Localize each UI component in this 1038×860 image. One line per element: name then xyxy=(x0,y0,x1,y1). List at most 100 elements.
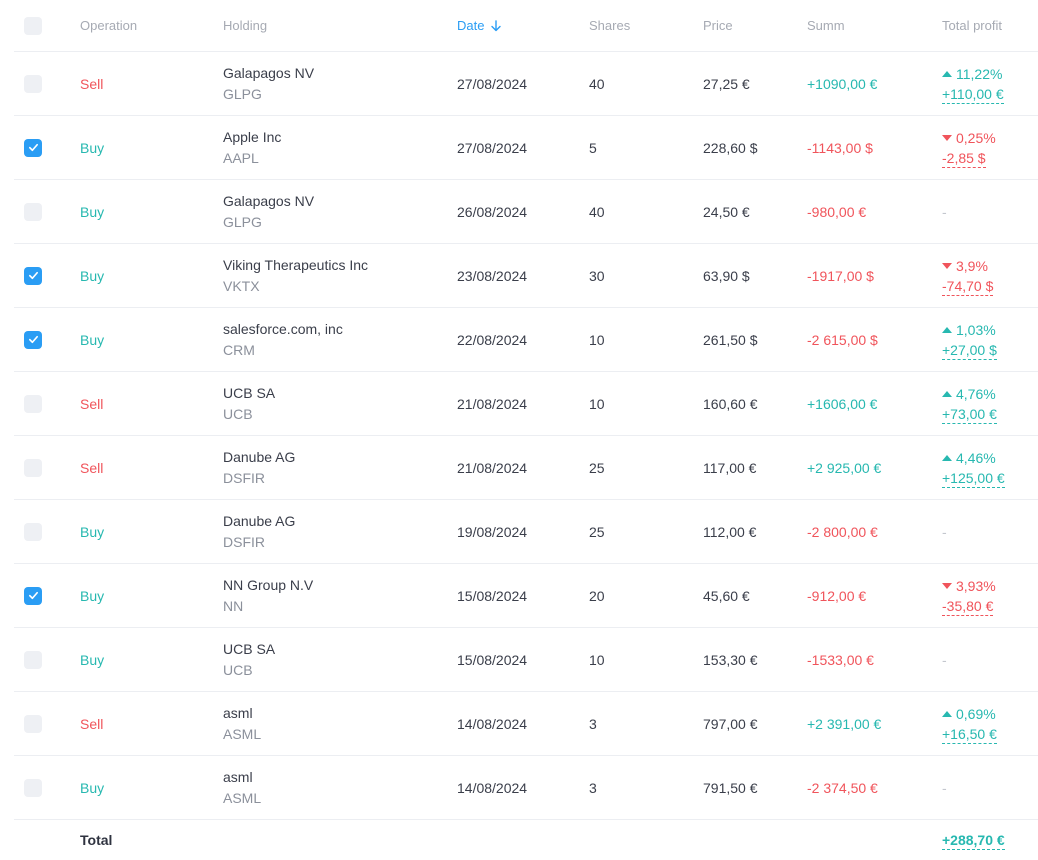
table-row[interactable]: Buy Danube AG DSFIR 19/08/2024 25 112,00 € -2 … xyxy=(14,500,1038,564)
profit-cell: 11,22% +110,00 € xyxy=(942,64,1004,104)
holding-name[interactable]: NN Group N.V xyxy=(223,576,314,593)
total-row: Total +288,70 € xyxy=(14,820,1038,860)
row-select-cell xyxy=(24,692,44,755)
total-profit-cell: 0,25% -2,85 $ xyxy=(942,116,996,179)
total-profit-cell: 0,69% +16,50 € xyxy=(942,692,997,755)
total-profit-value[interactable]: +288,70 € xyxy=(942,831,1005,850)
row-checkbox[interactable] xyxy=(24,266,42,285)
holding-name[interactable]: UCB SA xyxy=(223,384,276,401)
holding-name[interactable]: Danube AG xyxy=(223,448,296,465)
profit-percent: 0,25% xyxy=(942,128,996,149)
header-select-all-cell xyxy=(24,0,44,51)
table-row[interactable]: Buy Apple Inc AAPL 27/08/2024 5 228,60 $ -1143… xyxy=(14,116,1038,180)
header-shares[interactable]: Shares xyxy=(589,18,631,33)
total-profit-cell: 3,93% -35,80 € xyxy=(942,564,996,627)
shares-value: 30 xyxy=(589,267,605,284)
row-checkbox[interactable] xyxy=(24,714,42,733)
shares-value: 3 xyxy=(589,715,597,732)
summ-value: -2 800,00 € xyxy=(807,523,878,540)
operation-value: Buy xyxy=(80,651,105,668)
header-summ[interactable]: Summ xyxy=(807,18,845,33)
holding-name[interactable]: Galapagos NV xyxy=(223,64,315,81)
operation-value: Sell xyxy=(80,459,104,476)
holding-name[interactable]: Danube AG xyxy=(223,512,296,529)
profit-cell: 1,03% +27,00 $ xyxy=(942,320,997,360)
table-row[interactable]: Sell asml ASML 14/08/2024 3 797,00 € +2 391,00… xyxy=(14,692,1038,756)
profit-amount[interactable]: +27,00 $ xyxy=(942,341,997,360)
header-date[interactable]: Date xyxy=(457,0,502,51)
row-checkbox[interactable] xyxy=(24,138,42,157)
table-row[interactable]: Sell UCB SA UCB 21/08/2024 10 160,60 € +1606,0… xyxy=(14,372,1038,436)
operation-value: Buy xyxy=(80,587,105,604)
header-total-profit[interactable]: Total profit xyxy=(942,18,1002,33)
header-price[interactable]: Price xyxy=(703,18,733,33)
total-profit-cell: 1,03% +27,00 $ xyxy=(942,308,997,371)
triangle-up-icon xyxy=(942,327,952,333)
triangle-up-icon xyxy=(942,455,952,461)
operation-value: Sell xyxy=(80,395,104,412)
table-header: Operation Holding Date Shares Price Summ… xyxy=(14,0,1038,52)
row-select-cell xyxy=(24,564,44,627)
table-row[interactable]: Buy UCB SA UCB 15/08/2024 10 153,30 € -1533,00… xyxy=(14,628,1038,692)
row-checkbox[interactable] xyxy=(24,202,42,221)
price-value: 153,30 € xyxy=(703,651,758,668)
table-row[interactable]: Buy asml ASML 14/08/2024 3 791,50 € -2 374,50 … xyxy=(14,756,1038,820)
profit-cell: 0,25% -2,85 $ xyxy=(942,128,996,168)
profit-cell: 0,69% +16,50 € xyxy=(942,704,997,744)
row-select-cell xyxy=(24,436,44,499)
holding-cell: Viking Therapeutics Inc VKTX xyxy=(223,244,368,307)
operation-value: Buy xyxy=(80,779,105,796)
profit-amount[interactable]: +73,00 € xyxy=(942,405,997,424)
holding-name[interactable]: Apple Inc xyxy=(223,128,282,145)
profit-amount[interactable]: -74,70 $ xyxy=(942,277,994,296)
date-value: 19/08/2024 xyxy=(457,523,528,540)
holding-name[interactable]: Galapagos NV xyxy=(223,192,315,209)
profit-empty: - xyxy=(942,523,947,540)
holding-name[interactable]: asml xyxy=(223,768,253,785)
row-checkbox[interactable] xyxy=(24,586,42,605)
row-select-cell xyxy=(24,756,44,819)
summ-value: -1917,00 $ xyxy=(807,267,874,284)
row-checkbox[interactable] xyxy=(24,74,42,93)
header-holding[interactable]: Holding xyxy=(223,18,268,33)
row-checkbox[interactable] xyxy=(24,778,42,797)
profit-amount[interactable]: +16,50 € xyxy=(942,725,997,744)
summ-value: +1606,00 € xyxy=(807,395,878,412)
operation-value: Sell xyxy=(80,715,104,732)
profit-amount[interactable]: -35,80 € xyxy=(942,597,994,616)
shares-value: 10 xyxy=(589,651,605,668)
table-row[interactable]: Sell Danube AG DSFIR 21/08/2024 25 117,00 € +2… xyxy=(14,436,1038,500)
profit-amount[interactable]: +125,00 € xyxy=(942,469,1005,488)
table-row[interactable]: Sell Galapagos NV GLPG 27/08/2024 40 27,25 € +… xyxy=(14,52,1038,116)
table-row[interactable]: Buy Galapagos NV GLPG 26/08/2024 40 24,50 € -9… xyxy=(14,180,1038,244)
row-checkbox[interactable] xyxy=(24,394,42,413)
profit-cell: 3,93% -35,80 € xyxy=(942,576,996,616)
holding-name[interactable]: Viking Therapeutics Inc xyxy=(223,256,369,273)
price-value: 228,60 $ xyxy=(703,139,758,156)
profit-empty: - xyxy=(942,779,947,796)
holding-name[interactable]: salesforce.com, inc xyxy=(223,320,343,337)
holding-name[interactable]: UCB SA xyxy=(223,640,276,657)
holding-cell: asml ASML xyxy=(223,756,261,819)
total-profit-cell: 4,76% +73,00 € xyxy=(942,372,997,435)
row-checkbox[interactable] xyxy=(24,458,42,477)
summ-value: +1090,00 € xyxy=(807,75,878,92)
header-operation[interactable]: Operation xyxy=(80,18,138,33)
profit-amount[interactable]: -2,85 $ xyxy=(942,149,986,168)
holding-ticker: UCB xyxy=(223,661,253,678)
holding-ticker: CRM xyxy=(223,341,255,358)
select-all-checkbox[interactable] xyxy=(24,16,42,35)
profit-amount[interactable]: +110,00 € xyxy=(942,85,1004,104)
row-checkbox[interactable] xyxy=(24,522,42,541)
row-checkbox[interactable] xyxy=(24,650,42,669)
profit-empty: - xyxy=(942,203,947,220)
shares-value: 25 xyxy=(589,459,605,476)
row-checkbox[interactable] xyxy=(24,330,42,349)
holding-name[interactable]: asml xyxy=(223,704,253,721)
table-row[interactable]: Buy NN Group N.V NN 15/08/2024 20 45,60 € -912… xyxy=(14,564,1038,628)
table-row[interactable]: Buy salesforce.com, inc CRM 22/08/2024 10 261… xyxy=(14,308,1038,372)
triangle-down-icon xyxy=(942,135,952,141)
table-row[interactable]: Buy Viking Therapeutics Inc VKTX 23/08/2024… xyxy=(14,244,1038,308)
operation-value: Buy xyxy=(80,139,105,156)
triangle-down-icon xyxy=(942,263,952,269)
